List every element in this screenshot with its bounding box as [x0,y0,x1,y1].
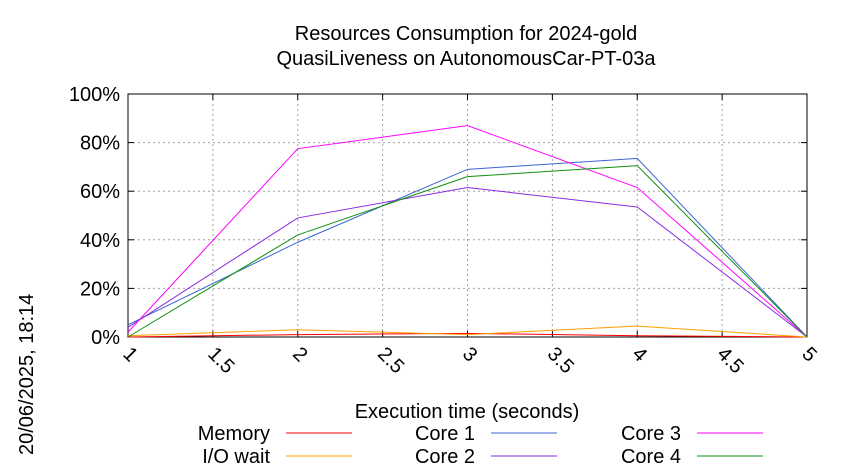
x-tick-label: 3.5 [543,343,578,378]
series-line-core-4 [127,165,808,338]
x-tick-label: 5 [797,343,820,366]
legend-label-core-2: Core 2 [415,446,475,468]
legend-label-core-1: Core 1 [415,423,475,445]
chart-title: Resources Consumption for 2024-gold [295,23,637,45]
grid [127,93,808,338]
x-tick-label: 1.5 [203,343,238,378]
x-tick-label: 2.5 [373,343,408,378]
y-tick-label: 80% [80,133,120,155]
x-tick-label: 3 [458,343,481,366]
legend-label-core-4: Core 4 [621,446,681,468]
y-tick-label: 100% [69,84,120,106]
y-tick-label: 0% [91,327,120,349]
y-tick-label: 60% [80,181,120,203]
y-tick-label: 20% [80,278,120,300]
series-line-core-1 [127,157,808,338]
legend-label-memory: Memory [198,423,270,445]
series-lines [127,125,808,338]
x-tick-label: 4.5 [713,343,748,378]
series-line-i-o-wait [127,325,808,338]
x-axis-label: Execution time (seconds) [355,401,580,423]
legend-label-i-o-wait: I/O wait [202,446,270,468]
x-tick-label: 4 [628,343,651,366]
legend-label-core-3: Core 3 [621,423,681,445]
y-tick-label: 40% [80,230,120,252]
chart-subtitle: QuasiLiveness on AutonomousCar-PT-03a [276,48,656,70]
series-line-core-2 [127,187,808,338]
x-tick-label: 1 [118,343,141,366]
x-tick-label: 2 [288,343,311,366]
series-line-memory [127,332,808,338]
series-line-core-3 [127,125,808,338]
y-axis-ticks: 0% 20% 40% 60% 80% 100% [69,84,807,349]
timestamp-label: 20/06/2025, 18:14 [16,294,38,455]
